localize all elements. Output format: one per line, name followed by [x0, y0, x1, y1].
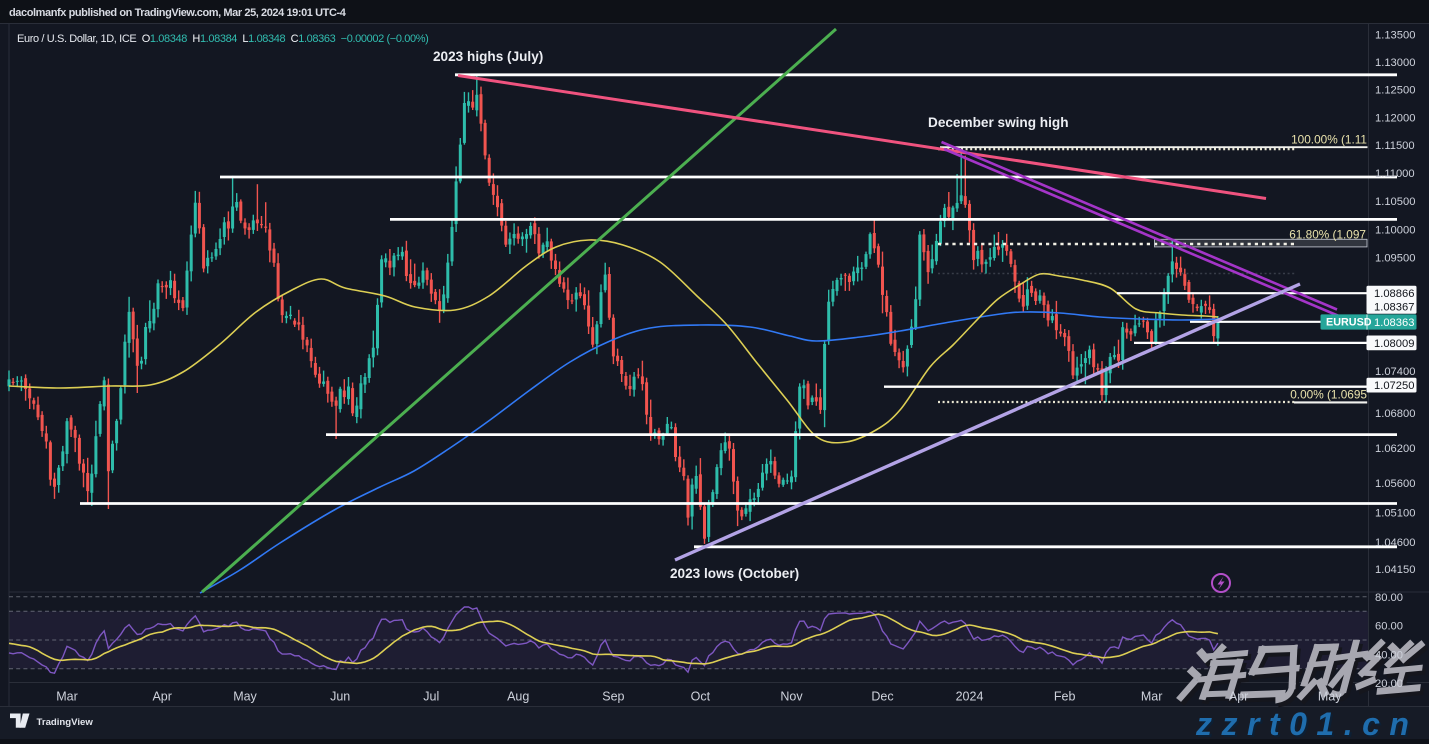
- svg-text:TradingView: TradingView: [37, 717, 94, 728]
- svg-text:1.11000: 1.11000: [1375, 168, 1415, 180]
- svg-text:1.07250: 1.07250: [1374, 380, 1414, 392]
- svg-text:May: May: [233, 690, 257, 704]
- svg-text:1.04150: 1.04150: [1375, 564, 1415, 576]
- svg-text:1.10000: 1.10000: [1375, 224, 1415, 236]
- svg-text:60.00: 60.00: [1375, 621, 1403, 633]
- svg-text:zzrt01.cn: zzrt01.cn: [1197, 708, 1420, 739]
- svg-text:0.00% (1.0695: 0.00% (1.0695: [1290, 388, 1367, 402]
- svg-text:Apr: Apr: [152, 690, 171, 704]
- svg-text:20.00: 20.00: [1375, 678, 1403, 690]
- svg-text:1.07400: 1.07400: [1375, 366, 1415, 378]
- svg-text:2023 highs (July): 2023 highs (July): [433, 49, 543, 64]
- svg-text:1.12000: 1.12000: [1375, 112, 1415, 124]
- svg-text:May: May: [1318, 690, 1342, 704]
- svg-text:December swing high: December swing high: [928, 115, 1069, 130]
- svg-text:Mar: Mar: [1141, 690, 1163, 704]
- svg-text:1.12500: 1.12500: [1375, 85, 1415, 97]
- svg-text:80.00: 80.00: [1375, 592, 1403, 604]
- svg-text:zzrt01.cn: zzrt01.cn: [1195, 706, 1418, 739]
- svg-text:1.08866: 1.08866: [1374, 288, 1414, 300]
- svg-text:Sep: Sep: [602, 690, 624, 704]
- svg-text:1.06800: 1.06800: [1375, 408, 1415, 420]
- svg-text:1.08367: 1.08367: [1374, 301, 1414, 313]
- svg-text:Nov: Nov: [780, 690, 803, 704]
- svg-text:2023 lows (October): 2023 lows (October): [670, 566, 799, 581]
- svg-text:1.05600: 1.05600: [1375, 478, 1415, 490]
- svg-text:1.11500: 1.11500: [1375, 140, 1415, 152]
- svg-text:EURUSD: EURUSD: [1326, 317, 1372, 329]
- svg-text:Dec: Dec: [871, 690, 893, 704]
- svg-text:Apr: Apr: [1229, 690, 1248, 704]
- svg-text:40.00: 40.00: [1375, 649, 1403, 661]
- svg-text:1.05100: 1.05100: [1375, 508, 1415, 520]
- svg-text:1.08009: 1.08009: [1374, 338, 1414, 350]
- svg-text:Aug: Aug: [507, 690, 529, 704]
- svg-text:1.08363: 1.08363: [1374, 317, 1414, 329]
- svg-text:Jun: Jun: [330, 690, 350, 704]
- svg-text:1.06200: 1.06200: [1375, 443, 1415, 455]
- svg-text:Mar: Mar: [56, 690, 78, 704]
- svg-text:61.80% (1.097: 61.80% (1.097: [1289, 228, 1366, 242]
- svg-text:1.04600: 1.04600: [1375, 537, 1415, 549]
- svg-text:Euro / U.S. Dollar, 1D, ICE O: Euro / U.S. Dollar, 1D, ICE O1.08348 H1.…: [17, 33, 428, 45]
- svg-text:100.00% (1.11: 100.00% (1.11: [1291, 133, 1367, 147]
- svg-text:1.13000: 1.13000: [1375, 57, 1415, 69]
- svg-text:dacolmanfx published on Tradin: dacolmanfx published on TradingView.com,…: [9, 7, 347, 19]
- svg-text:Feb: Feb: [1054, 690, 1076, 704]
- svg-text:1.10500: 1.10500: [1375, 196, 1415, 208]
- svg-text:Jul: Jul: [423, 690, 439, 704]
- svg-text:1.09500: 1.09500: [1375, 253, 1415, 265]
- svg-text:2024: 2024: [956, 690, 984, 704]
- svg-text:1.13500: 1.13500: [1375, 30, 1415, 42]
- svg-text:Oct: Oct: [691, 690, 711, 704]
